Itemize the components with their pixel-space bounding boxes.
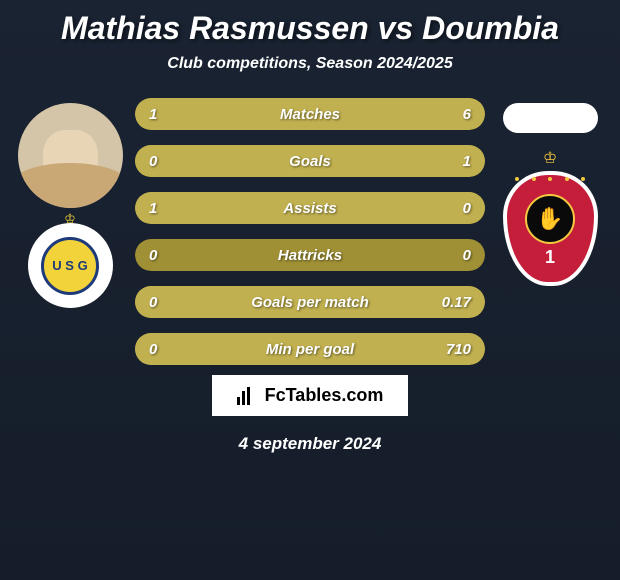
stat-left-value: 0 (149, 153, 157, 170)
main-content: ♔ U S G 1 Matches 6 0 Goals 1 1 Assists 0 0 Hattri… (0, 98, 620, 365)
shield-number: 1 (545, 247, 555, 268)
stat-label: Hattricks (278, 247, 342, 264)
stats-column: 1 Matches 6 0 Goals 1 1 Assists 0 0 Hattricks 0 0 Goa… (135, 98, 485, 365)
hand-icon: ✋ (536, 206, 563, 232)
stat-right-value: 1 (463, 153, 471, 170)
shield-rivets (510, 177, 590, 192)
club2-logo: ♔ ✋ 1 (500, 163, 600, 293)
stat-left-value: 0 (149, 341, 157, 358)
stat-bar: 0 Goals 1 (135, 145, 485, 177)
stat-label: Goals per match (251, 294, 369, 311)
stat-bar: 0 Goals per match 0.17 (135, 286, 485, 318)
stat-right-value: 710 (446, 341, 471, 358)
stat-left-value: 1 (149, 106, 157, 123)
stat-bar: 1 Matches 6 (135, 98, 485, 130)
page-subtitle: Club competitions, Season 2024/2025 (167, 55, 452, 73)
stat-label: Assists (283, 200, 336, 217)
stat-bar: 1 Assists 0 (135, 192, 485, 224)
stat-right-value: 0 (463, 247, 471, 264)
stat-bar-fill-left (135, 98, 184, 130)
club2-shield: ✋ 1 (503, 171, 598, 286)
stat-label: Matches (280, 106, 340, 123)
player1-photo (18, 103, 123, 208)
footer-brand-badge[interactable]: FcTables.com (212, 375, 409, 416)
player1-shoulders (18, 163, 123, 208)
stat-left-value: 0 (149, 294, 157, 311)
club1-logo-inner: U S G (41, 237, 99, 295)
club1-logo: ♔ U S G (28, 223, 113, 308)
stat-right-value: 0 (463, 200, 471, 217)
left-column: ♔ U S G (10, 98, 130, 308)
stat-right-value: 6 (463, 106, 471, 123)
stat-label: Goals (289, 153, 331, 170)
stat-label: Min per goal (266, 341, 354, 358)
stat-left-value: 1 (149, 200, 157, 217)
footer-brand-text: FcTables.com (265, 385, 384, 406)
right-column: ♔ ✋ 1 (490, 98, 610, 293)
player2-photo (503, 103, 598, 133)
shield-inner: ✋ (525, 194, 575, 244)
footer-date: 4 september 2024 (239, 434, 382, 454)
crown-icon: ♔ (64, 211, 76, 227)
chart-icon (237, 387, 257, 405)
page-title: Mathias Rasmussen vs Doumbia (61, 10, 559, 47)
stat-left-value: 0 (149, 247, 157, 264)
crown-icon: ♔ (543, 148, 557, 168)
stat-bar: 0 Hattricks 0 (135, 239, 485, 271)
stat-bar: 0 Min per goal 710 (135, 333, 485, 365)
stat-right-value: 0.17 (442, 294, 471, 311)
